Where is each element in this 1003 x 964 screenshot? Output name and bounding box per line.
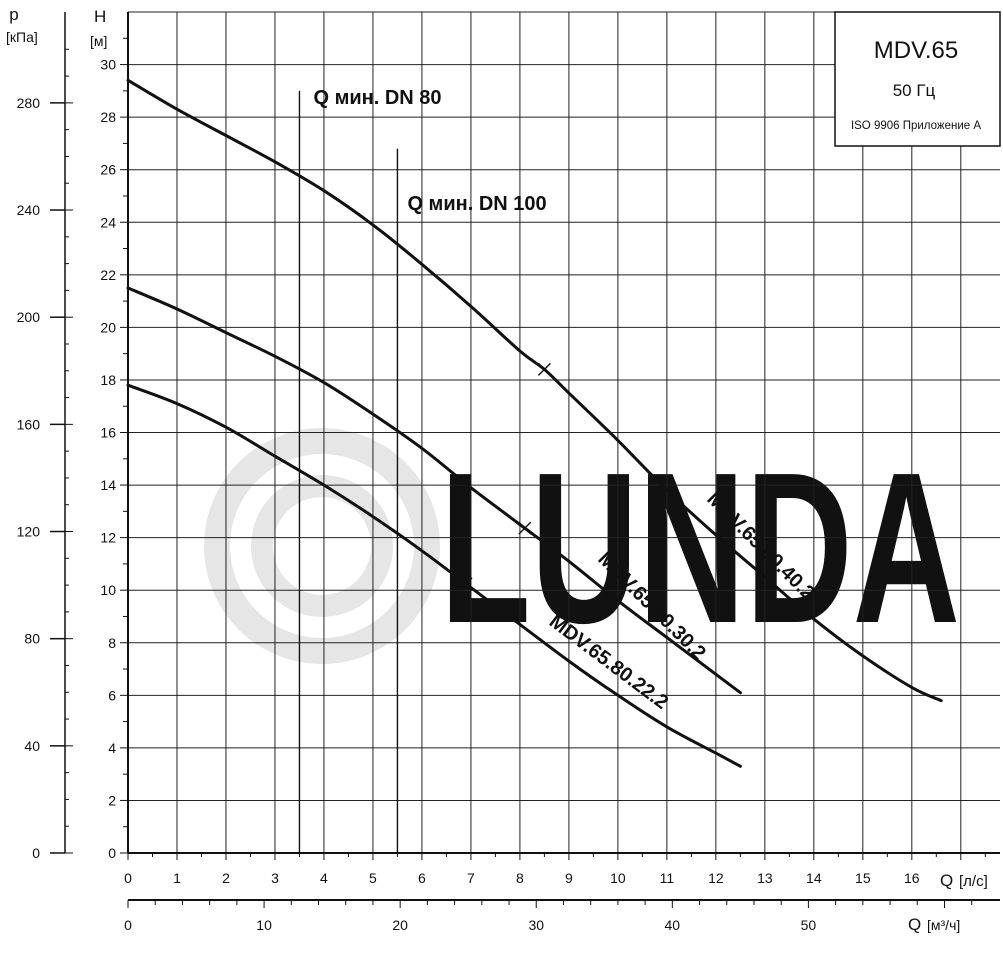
watermark-logo: LUNDA <box>204 427 960 668</box>
y-tick-label: 26 <box>100 162 116 178</box>
qmin-lines: Q мин. DN 80 Q мин. DN 100 <box>298 87 547 853</box>
y-tick-label: 0 <box>108 845 116 861</box>
chart-title: MDV.65 <box>874 37 959 64</box>
p-tick-label: 240 <box>17 202 41 218</box>
y-tick-label: 14 <box>100 477 116 493</box>
y-tick-label: 16 <box>100 425 116 441</box>
x-tick-label: 14 <box>806 870 822 886</box>
p-tick-label: 80 <box>24 631 40 647</box>
q2-tick-label: 10 <box>256 917 272 933</box>
q2-tick-label: 20 <box>392 917 408 933</box>
qmin-label: Q мин. DN 80 <box>313 87 441 109</box>
chart-note: ISO 9906 Приложение A <box>851 120 981 132</box>
y-tick-label: 10 <box>100 582 116 598</box>
y-tick-label: 30 <box>100 57 116 73</box>
x-tick-label: 6 <box>418 870 426 886</box>
p-tick-label: 120 <box>17 524 41 540</box>
q2-tick-label: 0 <box>124 917 132 933</box>
x-axis-label: Q <box>940 871 953 890</box>
y-axis-label: H <box>94 7 106 26</box>
x-tick-label: 16 <box>904 870 920 886</box>
y-axis-unit: [м] <box>90 33 107 49</box>
q2-axis-label: Q <box>908 915 921 934</box>
x-tick-label: 13 <box>757 870 773 886</box>
curve-MDV.65.80.30.2 <box>126 286 742 695</box>
x-axis-unit: [л/с] <box>959 873 988 890</box>
y-tick-label: 18 <box>100 372 116 388</box>
p-tick-label: 160 <box>17 416 41 432</box>
y-tick-label: 24 <box>100 214 116 230</box>
x-tick-label: 11 <box>660 870 675 886</box>
watermark-text: LUNDA <box>440 427 960 668</box>
y-tick-label: 4 <box>108 740 116 756</box>
p-tick-label: 200 <box>17 309 41 325</box>
x-tick-label: 1 <box>173 870 181 886</box>
title-box-frame <box>834 11 1001 147</box>
qmin-label: Q мин. DN 100 <box>407 193 546 215</box>
y-tick-label: 8 <box>108 635 116 651</box>
x-tick-label: 7 <box>467 870 475 886</box>
y-tick-label: 28 <box>100 109 116 125</box>
bep-marker <box>518 521 532 535</box>
x-tick-label: 10 <box>610 870 626 886</box>
watermark-ring-inner <box>251 475 393 617</box>
x-tick-label: 8 <box>516 870 524 886</box>
y-tick-label: 20 <box>100 319 116 335</box>
p-tick-label: 40 <box>24 738 40 754</box>
p-axis-label: p <box>9 5 18 24</box>
y-tick-label: 6 <box>108 687 116 703</box>
x-tick-label: 5 <box>369 870 377 886</box>
x-tick-label: 4 <box>320 870 328 886</box>
y-tick-label: 2 <box>108 792 116 808</box>
x-tick-label: 9 <box>565 870 573 886</box>
y-tick-label: 12 <box>100 530 116 546</box>
x-tick-label: 12 <box>708 870 724 886</box>
bep-marker <box>459 577 473 591</box>
p-tick-label: 280 <box>17 95 41 111</box>
grid <box>127 11 1000 854</box>
watermark-ring <box>204 428 440 664</box>
x-tick-label: 2 <box>222 870 230 886</box>
y-tick-label: 22 <box>100 267 116 283</box>
curve-MDV.65.80.22.2 <box>126 383 742 768</box>
x-tick-label: 15 <box>855 870 871 886</box>
q2-tick-label: 40 <box>665 917 681 933</box>
x-tick-label: 0 <box>124 870 132 886</box>
chart-subtitle: 50 Гц <box>893 81 936 100</box>
p-axis-unit: [кПа] <box>6 29 38 45</box>
title-box: MDV.65 50 Гц ISO 9906 Приложение A <box>834 11 1001 147</box>
q2-axis-unit: [м³/ч] <box>927 917 960 933</box>
q2-tick-label: 30 <box>528 917 544 933</box>
p-tick-label: 0 <box>32 845 40 861</box>
q2-tick-label: 50 <box>801 917 817 933</box>
bep-marker <box>537 362 551 376</box>
x-tick-label: 3 <box>271 870 279 886</box>
